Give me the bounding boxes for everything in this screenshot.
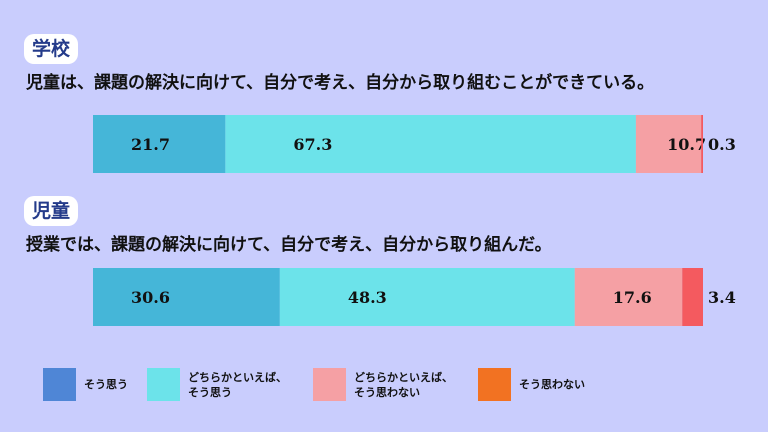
data-label-disagree: 0.3: [708, 135, 736, 154]
bar-segment-somewhat-agree: [279, 268, 575, 326]
legend-item-4: そう思わない: [478, 368, 585, 401]
bar-segment-somewhat-disagree: [574, 268, 683, 326]
question-student: 授業では、課題の解決に向けて、自分で考え、自分から取り組んだ。: [26, 235, 552, 255]
bar-segment-disagree: [701, 115, 703, 173]
legend-label: そう思う: [84, 378, 128, 391]
question-school: 児童は、課題の解決に向けて、自分で考え、自分から取り組むことができている。: [26, 73, 655, 93]
bar-segment-disagree: [682, 268, 703, 326]
legend-label: そう思わない: [519, 378, 585, 391]
data-label-somewhat-disagree: 17.6: [613, 288, 652, 307]
data-label-agree: 30.6: [131, 288, 170, 307]
data-label-somewhat-agree: 67.3: [293, 135, 332, 154]
legend-swatch: [478, 368, 511, 401]
legend-item-3: どちらかといえば、 そう思わない: [313, 368, 453, 401]
bar-segment-agree: [93, 115, 226, 173]
bar-segment-somewhat-disagree: [635, 115, 702, 173]
data-label-agree: 21.7: [131, 135, 170, 154]
legend-swatch: [43, 368, 76, 401]
section-tag-student: 児童: [24, 196, 79, 226]
bar-segment-agree: [93, 268, 280, 326]
bar-segment-somewhat-agree: [225, 115, 636, 173]
section-tag-school: 学校: [24, 34, 79, 64]
legend-label: どちらかといえば、 そう思う: [188, 370, 287, 399]
legend-item-2: どちらかといえば、 そう思う: [147, 368, 287, 401]
data-label-somewhat-agree: 48.3: [348, 288, 387, 307]
legend-item-1: そう思う: [43, 368, 128, 401]
legend-label: どちらかといえば、 そう思わない: [354, 370, 453, 399]
legend-swatch: [313, 368, 346, 401]
data-label-somewhat-disagree: 10.7: [667, 135, 706, 154]
legend-swatch: [147, 368, 180, 401]
data-label-disagree: 3.4: [708, 288, 736, 307]
